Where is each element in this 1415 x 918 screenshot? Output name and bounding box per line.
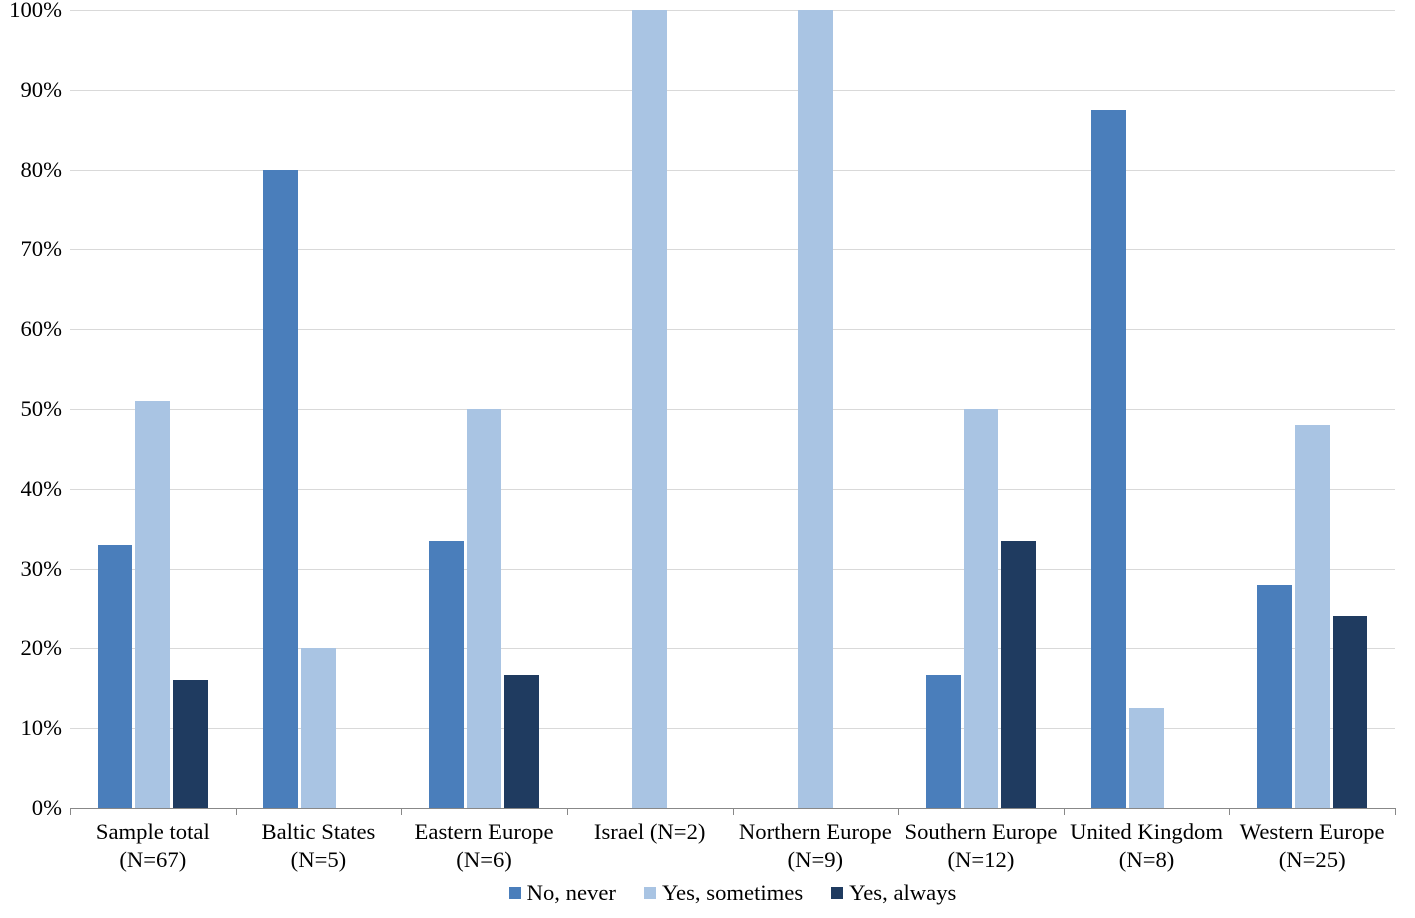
bar (504, 675, 539, 808)
x-axis-tick-mark (1395, 808, 1396, 815)
y-axis-tick-label: 0% (32, 795, 62, 821)
x-axis-tick-mark (1064, 808, 1065, 815)
plot-area (70, 10, 1395, 809)
x-axis-category-label: Eastern Europe(N=6) (401, 818, 567, 875)
legend-label: No, never (527, 880, 616, 906)
y-axis-tick-label: 60% (20, 316, 62, 342)
legend-label: Yes, always (849, 880, 956, 906)
legend-swatch (644, 887, 656, 899)
y-axis-tick-label: 20% (20, 635, 62, 661)
y-axis-tick-label: 100% (9, 0, 62, 23)
bar (926, 675, 961, 808)
bar-chart: 0% 10% 20% 30% 40% 50% 60% 70% 80% 90% 100% Sample … (0, 0, 1415, 918)
bars-layer (70, 10, 1395, 808)
x-axis-category-label: United Kingdom(N=8) (1064, 818, 1230, 875)
y-axis-tick-label: 90% (20, 77, 62, 103)
legend: No, never Yes, sometimes Yes, always (70, 880, 1395, 906)
bar (429, 541, 464, 808)
x-axis-category-label: Baltic States(N=5) (236, 818, 402, 875)
x-axis-category-label-line2: (N=9) (733, 846, 899, 874)
x-axis-category-label-line1: Israel (N=2) (567, 818, 733, 846)
x-axis-category-label-line2: (N=5) (236, 846, 402, 874)
x-axis-tick-mark (236, 808, 237, 815)
x-axis-category-label-line1: Northern Europe (733, 818, 899, 846)
legend-swatch (509, 887, 521, 899)
x-axis-tick-mark (70, 808, 71, 815)
y-axis-tick-label: 10% (20, 715, 62, 741)
x-axis-category-label-line1: Southern Europe (898, 818, 1064, 846)
x-axis-category-label-line2: (N=25) (1229, 846, 1395, 874)
x-axis-category-label: Southern Europe(N=12) (898, 818, 1064, 875)
legend-item: Yes, always (831, 880, 956, 906)
bar (98, 545, 133, 808)
x-axis-tick-mark (898, 808, 899, 815)
x-axis-category-label-line1: Eastern Europe (401, 818, 567, 846)
bar (173, 680, 208, 808)
bar (1001, 541, 1036, 808)
x-axis-category-label: Israel (N=2) (567, 818, 733, 846)
bar (1333, 616, 1368, 808)
bar (1129, 708, 1164, 808)
x-axis-category-label-line1: Western Europe (1229, 818, 1395, 846)
x-axis-tick-mark (1229, 808, 1230, 815)
bar (467, 409, 502, 808)
x-axis-category-label-line2: (N=67) (70, 846, 236, 874)
y-axis-tick-label: 50% (20, 396, 62, 422)
bar (1091, 110, 1126, 808)
y-axis-tick-label: 30% (20, 556, 62, 582)
x-axis-category-label-line1: United Kingdom (1064, 818, 1230, 846)
x-axis-category-label-line1: Baltic States (236, 818, 402, 846)
bar (964, 409, 999, 808)
legend-item: No, never (509, 880, 616, 906)
x-axis-tick-mark (733, 808, 734, 815)
legend-label: Yes, sometimes (662, 880, 803, 906)
bar (263, 170, 298, 808)
x-axis-category-label: Northern Europe(N=9) (733, 818, 899, 875)
legend-swatch (831, 887, 843, 899)
x-axis-category-label-line2: (N=8) (1064, 846, 1230, 874)
x-axis-category-label: Sample total(N=67) (70, 818, 236, 875)
x-axis-category-label-line2: (N=6) (401, 846, 567, 874)
bar (1295, 425, 1330, 808)
bar (1257, 585, 1292, 808)
y-axis-tick-label: 40% (20, 476, 62, 502)
bar (301, 648, 336, 808)
x-axis-tick-mark (567, 808, 568, 815)
legend-item: Yes, sometimes (644, 880, 803, 906)
x-axis-category-label-line1: Sample total (70, 818, 236, 846)
x-axis-category-label: Western Europe(N=25) (1229, 818, 1395, 875)
bar (135, 401, 170, 808)
bar (632, 10, 667, 808)
x-axis-category-label-line2: (N=12) (898, 846, 1064, 874)
bar (798, 10, 833, 808)
y-axis-tick-label: 70% (20, 236, 62, 262)
x-axis-tick-mark (401, 808, 402, 815)
y-axis-tick-label: 80% (20, 157, 62, 183)
